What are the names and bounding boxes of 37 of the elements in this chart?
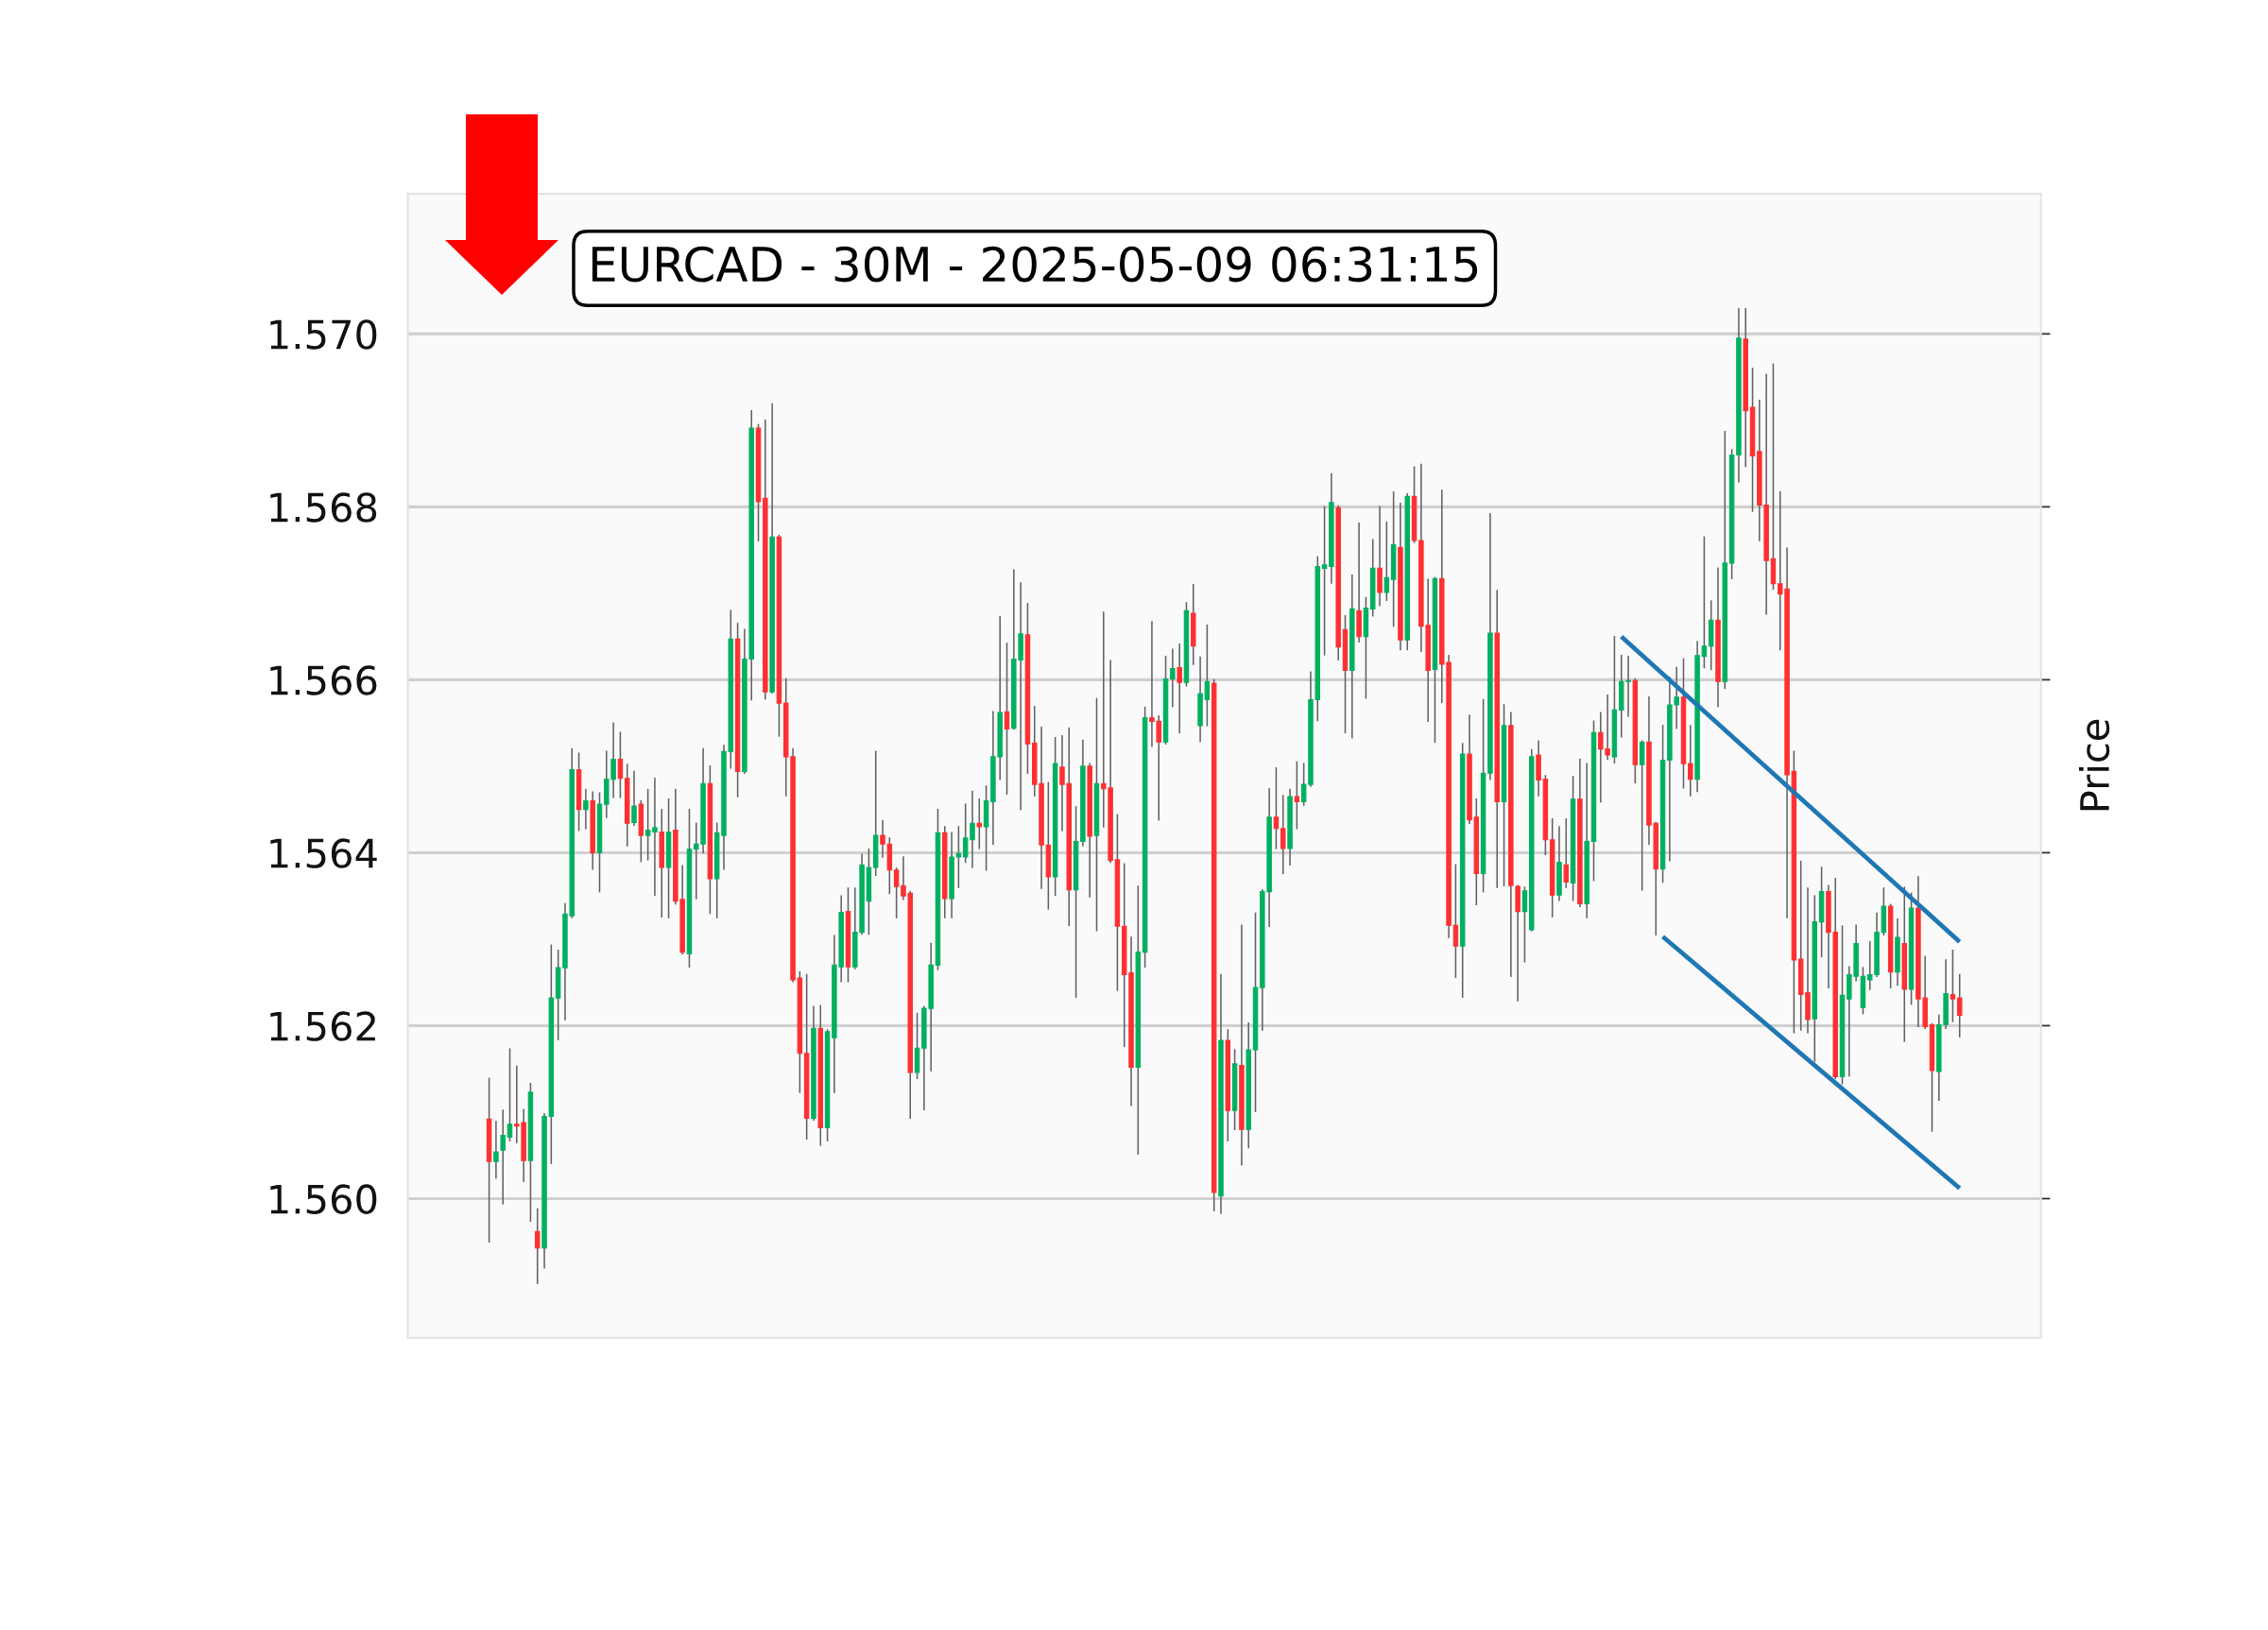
candlestick bbox=[1280, 795, 1286, 875]
candlestick bbox=[1383, 522, 1390, 601]
candlestick bbox=[1950, 950, 1956, 1022]
candlestick bbox=[1170, 648, 1176, 708]
candlestick bbox=[500, 1109, 506, 1205]
candlestick bbox=[893, 867, 900, 918]
candlestick bbox=[1204, 624, 1211, 727]
candlestick bbox=[1452, 864, 1459, 978]
candlestick bbox=[1563, 817, 1570, 888]
candlestick bbox=[617, 731, 624, 798]
candlestick bbox=[1177, 643, 1182, 733]
candlestick bbox=[1321, 506, 1328, 656]
y-tick-label: 1.566 bbox=[270, 665, 377, 695]
candlestick bbox=[1688, 725, 1693, 797]
candlestick bbox=[1701, 536, 1708, 669]
text: EURCAD - 30M - 2025-05-09 06:31:15 bbox=[592, 246, 1478, 283]
candlestick bbox=[1521, 886, 1528, 963]
candlestick bbox=[507, 1048, 513, 1141]
candlestick bbox=[955, 826, 962, 888]
candlestick bbox=[1639, 740, 1645, 891]
candlestick bbox=[652, 777, 658, 897]
candlestick bbox=[644, 788, 651, 861]
candlestick bbox=[583, 788, 589, 830]
y-axis-title: Price bbox=[2078, 719, 2110, 811]
candlestick bbox=[493, 1121, 499, 1179]
candlestick bbox=[534, 1208, 541, 1284]
y-tick-label: 1.568 bbox=[270, 492, 377, 523]
candlestick bbox=[976, 798, 983, 849]
candlestick bbox=[631, 770, 637, 826]
candlestick bbox=[1273, 766, 1280, 849]
candlestick bbox=[1004, 643, 1010, 795]
y-tick-label: 1.562 bbox=[270, 1011, 375, 1041]
y-tick-label: 1.564 bbox=[270, 838, 377, 868]
candlestick bbox=[1294, 761, 1300, 830]
y-tick-label: 1.570 bbox=[270, 319, 377, 350]
candlestick bbox=[1956, 973, 1963, 1038]
y-tick-label: 1.560 bbox=[270, 1184, 377, 1214]
